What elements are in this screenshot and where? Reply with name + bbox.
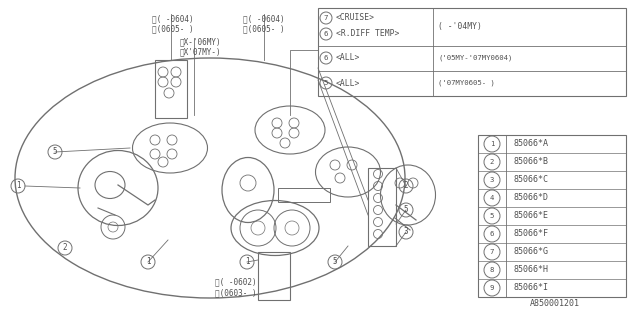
Text: 6: 6 (324, 31, 328, 37)
Text: ('07MY0605- ): ('07MY0605- ) (438, 80, 495, 86)
Text: 85066*H: 85066*H (514, 266, 549, 275)
Text: 85066*B: 85066*B (514, 157, 549, 166)
Bar (258, 252, 290, 300)
Text: 2: 2 (490, 159, 494, 165)
Text: <CRUISE>: <CRUISE> (336, 13, 375, 22)
Text: <ALL>: <ALL> (336, 53, 360, 62)
Text: ⑨(0603- ): ⑨(0603- ) (215, 288, 257, 297)
Text: 85066*G: 85066*G (514, 247, 549, 257)
Text: ⑤(0605- ): ⑤(0605- ) (243, 24, 285, 33)
Text: 5: 5 (404, 205, 408, 214)
Bar (368, 168, 396, 246)
Text: 9: 9 (490, 285, 494, 291)
Text: 7: 7 (490, 249, 494, 255)
Text: 85066*D: 85066*D (514, 194, 549, 203)
Text: 1: 1 (146, 258, 150, 267)
Text: 85066*C: 85066*C (514, 175, 549, 185)
Text: 3: 3 (490, 177, 494, 183)
Text: 1: 1 (244, 258, 250, 267)
Text: ⑤(0605- ): ⑤(0605- ) (152, 24, 194, 33)
Bar (478, 135, 626, 297)
Text: ('05MY-'07MY0604): ('05MY-'07MY0604) (438, 55, 513, 61)
Text: 7: 7 (324, 15, 328, 21)
Text: 6: 6 (324, 55, 328, 61)
Text: ④X-'06MY): ④X-'06MY) (180, 37, 221, 46)
Text: A850001201: A850001201 (530, 299, 580, 308)
Text: 6: 6 (490, 231, 494, 237)
Text: 85066*E: 85066*E (514, 212, 549, 220)
Text: ( -'04MY): ( -'04MY) (438, 22, 482, 31)
Text: ②( -0602): ②( -0602) (215, 277, 257, 286)
Text: 8: 8 (490, 267, 494, 273)
Text: 5: 5 (324, 80, 328, 86)
Text: 85066*F: 85066*F (514, 229, 549, 238)
Text: 85066*A: 85066*A (514, 140, 549, 148)
Text: 5: 5 (333, 258, 337, 267)
Bar (318, 8, 626, 96)
Text: <ALL>: <ALL> (336, 78, 360, 87)
Text: 5: 5 (52, 148, 58, 156)
Text: 3: 3 (404, 228, 408, 236)
Bar (155, 60, 187, 118)
Text: 85066*I: 85066*I (514, 284, 549, 292)
Text: 2: 2 (404, 181, 408, 190)
Text: 1: 1 (16, 181, 20, 190)
Text: ⑦( -0604): ⑦( -0604) (152, 14, 194, 23)
Text: 5: 5 (490, 213, 494, 219)
Bar (278, 188, 330, 202)
Text: <R.DIFF TEMP>: <R.DIFF TEMP> (336, 29, 399, 38)
Text: 2: 2 (63, 244, 67, 252)
Text: ⑦( -0604): ⑦( -0604) (243, 14, 285, 23)
Text: 1: 1 (490, 141, 494, 147)
Text: 4: 4 (490, 195, 494, 201)
Text: ⑨X'07MY-): ⑨X'07MY-) (180, 47, 221, 56)
